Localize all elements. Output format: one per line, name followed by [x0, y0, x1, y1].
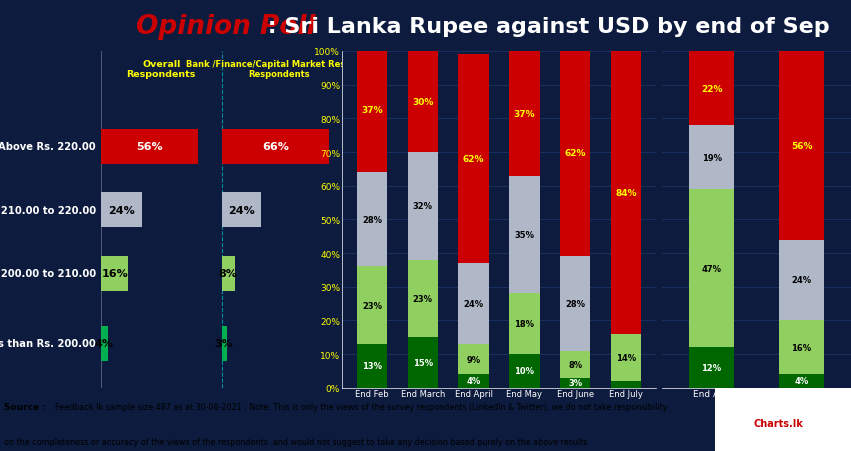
Text: Source :: Source :: [4, 402, 46, 411]
Text: 16%: 16%: [791, 343, 812, 352]
Text: 8%: 8%: [219, 269, 237, 279]
Bar: [779, 52, 824, 240]
Bar: [408, 152, 438, 260]
Bar: [611, 52, 641, 334]
Bar: [100, 326, 108, 361]
Bar: [100, 193, 142, 228]
Bar: [689, 126, 734, 189]
Text: 66%: 66%: [262, 142, 289, 152]
Text: 47%: 47%: [701, 264, 722, 273]
Text: 37%: 37%: [513, 110, 535, 119]
Bar: [611, 334, 641, 381]
Text: 30%: 30%: [412, 98, 433, 107]
Text: 28%: 28%: [565, 299, 585, 308]
Text: 9%: 9%: [466, 355, 481, 364]
Text: 4%: 4%: [466, 377, 481, 386]
Bar: [357, 267, 387, 344]
Bar: [459, 374, 488, 388]
Text: Bank /Finance/Capital Market Research
Respondents: Bank /Finance/Capital Market Research Re…: [186, 60, 372, 79]
Text: 62%: 62%: [463, 155, 484, 164]
Bar: [779, 321, 824, 374]
Text: Above Rs. 220.00: Above Rs. 220.00: [0, 142, 96, 152]
Text: 56%: 56%: [791, 142, 812, 151]
Bar: [509, 354, 540, 388]
Bar: [459, 55, 488, 263]
Text: Overall
Respondents: Overall Respondents: [127, 60, 196, 79]
Bar: [509, 52, 540, 176]
Text: 84%: 84%: [615, 189, 637, 198]
Bar: [100, 129, 197, 165]
Text: Less than Rs. 200.00: Less than Rs. 200.00: [0, 339, 96, 349]
Bar: [357, 49, 387, 173]
Text: 32%: 32%: [413, 202, 433, 211]
Text: : Sri Lanka Rupee against USD by end of Sep: : Sri Lanka Rupee against USD by end of …: [260, 17, 830, 37]
Text: 62%: 62%: [564, 148, 586, 157]
Bar: [689, 52, 734, 126]
Text: on the completeness or accuracy of the views of the respondents  and would not s: on the completeness or accuracy of the v…: [4, 437, 588, 446]
Bar: [459, 344, 488, 374]
Bar: [408, 337, 438, 388]
Text: Feedback.lk sample size 487 as at 30-08-2021 : Note: This is only the views of t: Feedback.lk sample size 487 as at 30-08-…: [55, 402, 668, 411]
Bar: [779, 374, 824, 388]
Bar: [222, 129, 329, 165]
Text: 16%: 16%: [101, 269, 128, 279]
Bar: [689, 189, 734, 348]
Text: Opinion Poll: Opinion Poll: [136, 14, 315, 40]
Bar: [509, 176, 540, 294]
Bar: [779, 240, 824, 321]
Bar: [222, 193, 261, 228]
Text: 23%: 23%: [413, 295, 433, 304]
Text: Charts.lk: Charts.lk: [754, 418, 803, 428]
Text: 37%: 37%: [361, 106, 383, 115]
Bar: [357, 173, 387, 267]
Bar: [560, 351, 591, 378]
Bar: [560, 257, 591, 351]
Text: 24%: 24%: [228, 205, 254, 215]
Bar: [560, 49, 591, 257]
Text: 28%: 28%: [362, 216, 382, 224]
Text: 24%: 24%: [108, 205, 134, 215]
Bar: [611, 381, 641, 388]
Bar: [222, 326, 226, 361]
Text: Rs. 200.00 to 210.00: Rs. 200.00 to 210.00: [0, 269, 96, 279]
Text: 8%: 8%: [568, 360, 582, 369]
Text: 23%: 23%: [362, 301, 382, 310]
Bar: [100, 256, 129, 291]
Text: 22%: 22%: [700, 84, 722, 93]
Text: 56%: 56%: [136, 142, 163, 152]
Text: 4%: 4%: [794, 377, 808, 386]
Bar: [459, 263, 488, 344]
Bar: [689, 348, 734, 388]
Text: 24%: 24%: [464, 299, 483, 308]
Text: 15%: 15%: [413, 358, 433, 367]
Text: 12%: 12%: [701, 363, 722, 372]
Text: 35%: 35%: [514, 230, 534, 239]
Bar: [408, 52, 438, 152]
Text: 3%: 3%: [568, 378, 582, 387]
Text: 24%: 24%: [791, 276, 812, 285]
Text: 3%: 3%: [214, 339, 233, 349]
Bar: [509, 294, 540, 354]
Text: 4%: 4%: [94, 339, 114, 349]
Bar: [357, 344, 387, 388]
Text: 10%: 10%: [514, 367, 534, 376]
Text: 18%: 18%: [514, 319, 534, 328]
Bar: [408, 260, 438, 337]
Text: Rs. 210.00 to 220.00: Rs. 210.00 to 220.00: [0, 205, 96, 215]
Text: 13%: 13%: [362, 362, 382, 371]
Bar: [222, 256, 235, 291]
Text: 19%: 19%: [701, 153, 722, 162]
Bar: [715, 388, 851, 451]
Text: 14%: 14%: [616, 353, 636, 362]
Bar: [560, 378, 591, 388]
